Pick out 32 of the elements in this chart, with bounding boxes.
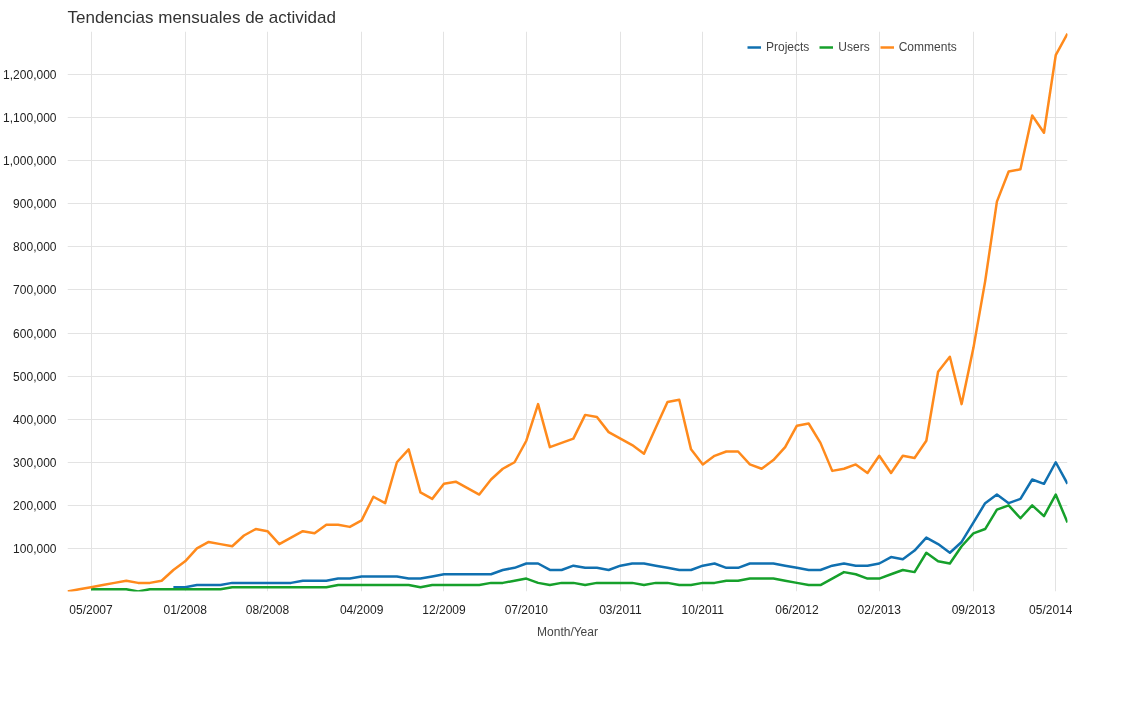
y-tick-label: 900,000 bbox=[13, 197, 57, 212]
y-tick-label: 600,000 bbox=[13, 326, 57, 341]
y-tick-label: 500,000 bbox=[13, 369, 57, 384]
x-axis-title: Month/Year bbox=[537, 624, 598, 639]
y-tick-label: 1,000,000 bbox=[3, 154, 57, 169]
x-tick-label: 01/2008 bbox=[163, 602, 208, 617]
line-series bbox=[89, 493, 1068, 592]
legend-label: Comments bbox=[898, 40, 957, 54]
x-tick-label: 07/2010 bbox=[504, 602, 549, 617]
x-tick-label: 09/2013 bbox=[951, 602, 996, 617]
legend-label: Projects bbox=[766, 40, 810, 54]
y-tick-label: 1,100,000 bbox=[3, 111, 57, 126]
legend-label: Users bbox=[838, 40, 870, 54]
x-tick-label: 02/2013 bbox=[857, 602, 902, 617]
y-tick-label: 800,000 bbox=[13, 240, 57, 255]
x-tick-label: 08/2008 bbox=[245, 602, 290, 617]
y-tick-label: 300,000 bbox=[13, 455, 57, 470]
x-tick-label: 05/2007 bbox=[69, 602, 114, 617]
chart-title: Tendencias mensuales de actividad bbox=[67, 7, 336, 27]
y-tick-label: 400,000 bbox=[13, 412, 57, 427]
y-tick-label: 100,000 bbox=[13, 541, 57, 556]
x-tick-label: 05/2014 bbox=[1029, 602, 1073, 617]
y-tick-label: 200,000 bbox=[13, 498, 57, 513]
x-tick-label: 04/2009 bbox=[339, 602, 384, 617]
x-tick-label: 10/2011 bbox=[681, 602, 725, 617]
x-tick-label: 06/2012 bbox=[775, 602, 819, 617]
line-series bbox=[67, 32, 1068, 592]
y-tick-label: 1,200,000 bbox=[3, 68, 57, 83]
x-tick-label: 12/2009 bbox=[422, 602, 466, 617]
x-tick-label: 03/2011 bbox=[599, 602, 643, 617]
line-series bbox=[172, 461, 1068, 589]
y-tick-label: 700,000 bbox=[13, 283, 57, 298]
